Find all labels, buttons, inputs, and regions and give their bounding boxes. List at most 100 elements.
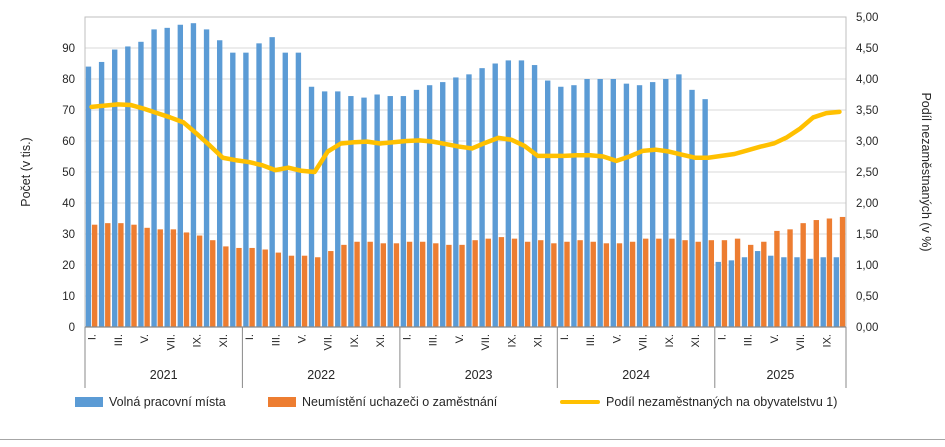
jobseekers-bar bbox=[656, 238, 662, 327]
vacancies-bar bbox=[413, 89, 420, 327]
month-tick-label: IX. bbox=[192, 334, 204, 347]
jobseekers-bar bbox=[787, 229, 793, 327]
vacancies-bar bbox=[335, 91, 341, 328]
vacancies-bar bbox=[715, 261, 721, 327]
year-label: 2025 bbox=[766, 368, 794, 382]
jobseekers-bar bbox=[682, 240, 688, 327]
jobseekers-bar bbox=[551, 243, 557, 327]
jobseekers-bar bbox=[236, 247, 242, 327]
month-tick-label: XI. bbox=[690, 334, 702, 347]
jobseekers-bar bbox=[511, 238, 518, 327]
vacancies-bar bbox=[440, 82, 446, 327]
vacancies-bar bbox=[112, 49, 118, 328]
legend-item-jobseekers: Neumístění uchazeči o zaměstnání bbox=[268, 392, 497, 412]
left-axis-tick-label: 40 bbox=[62, 198, 75, 210]
right-axis-tick-label: 5,00 bbox=[856, 12, 878, 24]
chart-frame-bottom-edge bbox=[0, 439, 945, 440]
month-tick-label: IX. bbox=[349, 334, 361, 347]
vacancies-bar bbox=[361, 97, 367, 327]
vacancies-bar bbox=[203, 29, 210, 328]
vacancies-bar bbox=[282, 52, 288, 328]
vacancies-bar bbox=[374, 94, 380, 327]
vacancies-bar bbox=[295, 52, 302, 328]
vacancies-bar bbox=[151, 29, 157, 328]
jobseekers-bar bbox=[564, 241, 570, 327]
month-tick-label: I. bbox=[559, 334, 571, 340]
jobseekers-bar bbox=[590, 241, 596, 327]
vacancies-bar bbox=[479, 68, 485, 328]
vacancies-bar bbox=[807, 258, 813, 327]
jobseekers-swatch bbox=[268, 397, 296, 407]
left-axis-tick-label: 20 bbox=[62, 260, 75, 272]
vacancies-bar bbox=[741, 257, 748, 327]
vacancies-bar bbox=[216, 40, 223, 327]
vacancies-bar bbox=[230, 52, 236, 328]
right-axis-tick-label: 2,00 bbox=[856, 198, 878, 210]
vacancies-bar bbox=[492, 63, 498, 327]
right-axis-tick-label: 1,50 bbox=[856, 229, 878, 241]
jobseekers-bar bbox=[734, 238, 741, 327]
right-axis-tick-label: 4,00 bbox=[856, 74, 878, 86]
jobseekers-bar bbox=[288, 255, 295, 327]
vacancies-bar bbox=[768, 255, 774, 327]
right-axis-tick-label: 4,50 bbox=[856, 43, 878, 55]
vacancies-bar bbox=[387, 96, 393, 327]
vacancies-bar bbox=[138, 41, 144, 328]
jobseekers-bar bbox=[695, 241, 701, 327]
jobseekers-bar bbox=[472, 240, 478, 327]
vacancies-bar bbox=[545, 80, 551, 327]
right-axis-title: Podíl nezaměstnaných (v %) bbox=[919, 92, 933, 251]
unemployment-share-swatch bbox=[560, 400, 600, 404]
left-axis-tick-label: 10 bbox=[62, 291, 75, 303]
right-axis-tick-label: 2,50 bbox=[856, 167, 878, 179]
jobseekers-bar bbox=[301, 255, 308, 327]
vacancies-bar bbox=[243, 52, 249, 328]
jobseekers-bar bbox=[747, 244, 754, 327]
year-label: 2024 bbox=[622, 368, 650, 382]
left-axis-tick-label: 30 bbox=[62, 229, 75, 241]
chart-legend: Volná pracovní místa Neumístění uchazeči… bbox=[0, 392, 945, 414]
jobseekers-bar bbox=[210, 240, 216, 327]
vacancies-bar bbox=[702, 99, 708, 328]
month-tick-label: IX. bbox=[506, 334, 518, 347]
month-tick-label: V. bbox=[454, 334, 466, 343]
legend-item-unemployment-share: Podíl nezaměstnaných na obyvatelstvu 1) bbox=[560, 392, 837, 412]
month-tick-label: V. bbox=[769, 334, 781, 343]
vacancies-bar bbox=[597, 79, 603, 327]
vacancies-bar bbox=[177, 24, 184, 327]
right-axis-tick-label: 0,50 bbox=[856, 291, 878, 303]
vacancies-bar bbox=[164, 27, 170, 327]
left-axis-title: Počet (v tis.) bbox=[19, 137, 33, 206]
jobseekers-bar bbox=[118, 223, 124, 327]
month-tick-label: XI. bbox=[533, 334, 545, 347]
month-tick-label: III. bbox=[585, 334, 597, 346]
left-axis-tick-label: 60 bbox=[62, 136, 75, 148]
vacancies-bar bbox=[676, 74, 682, 327]
vacancies-bar bbox=[833, 257, 840, 327]
month-tick-label: XI. bbox=[218, 334, 230, 347]
month-tick-label: III. bbox=[113, 334, 125, 346]
jobseekers-bar bbox=[446, 244, 452, 327]
year-label: 2022 bbox=[307, 368, 335, 382]
month-tick-label: VII. bbox=[165, 334, 177, 351]
jobseekers-bar bbox=[826, 218, 833, 327]
vacancies-bar bbox=[518, 60, 525, 328]
month-tick-label: IX. bbox=[664, 334, 676, 347]
month-tick-label: VII. bbox=[638, 334, 650, 351]
legend-item-vacancies: Volná pracovní místa bbox=[75, 392, 226, 412]
right-axis-tick-label: 3,00 bbox=[856, 136, 878, 148]
jobseekers-bar bbox=[328, 251, 334, 327]
vacancies-bar bbox=[610, 79, 616, 327]
jobseekers-bar bbox=[800, 223, 806, 327]
legend-label-unemployment-share: Podíl nezaměstnaných na obyvatelstvu 1) bbox=[606, 395, 838, 409]
right-axis-tick-label: 3,50 bbox=[856, 105, 878, 117]
legend-label-jobseekers: Neumístění uchazeči o zaměstnání bbox=[302, 395, 498, 409]
jobseekers-bar bbox=[419, 241, 426, 327]
month-tick-label: V. bbox=[611, 334, 623, 343]
vacancies-bar bbox=[781, 257, 787, 327]
jobseekers-bar bbox=[157, 229, 163, 327]
month-tick-label: XI. bbox=[375, 334, 387, 347]
jobseekers-bar bbox=[669, 238, 675, 327]
